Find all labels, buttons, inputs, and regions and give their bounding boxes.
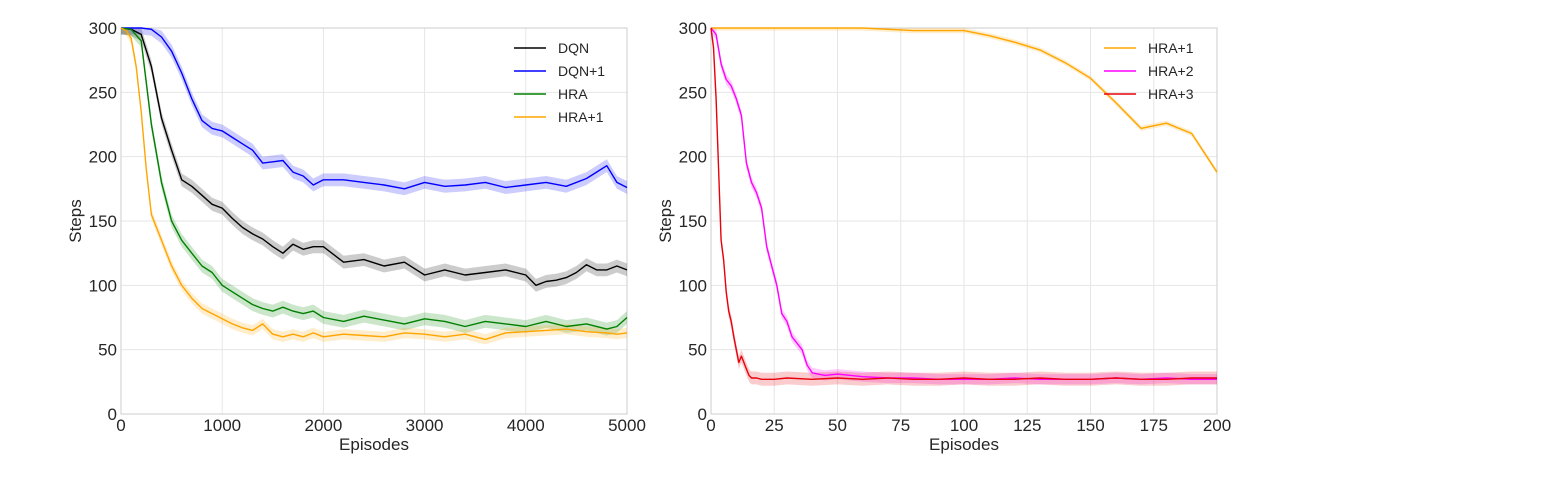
x-tick-label: 1000 [203, 416, 241, 435]
series-line-hra-plus-3 [710, 27, 1217, 380]
legend-label: HRA+1 [1148, 40, 1194, 56]
legend-item: HRA+1 [514, 109, 604, 125]
series-group [120, 27, 628, 345]
legend-label: DQN+1 [558, 63, 605, 79]
y-tick-label: 150 [679, 212, 707, 231]
y-tick-label: 100 [679, 276, 707, 295]
x-tick-label: 150 [1076, 416, 1104, 435]
y-tick-label: 150 [89, 212, 117, 231]
legend-item: HRA+2 [1104, 63, 1194, 79]
gridlines [710, 27, 1218, 415]
y-tick-label: 50 [688, 341, 707, 360]
series-line-dqn [120, 27, 628, 286]
series-line-hra [120, 27, 628, 330]
legend-item: DQN [514, 40, 589, 56]
y-tick-label: 300 [679, 19, 707, 38]
series-band-hra-plus-1 [711, 28, 1217, 175]
legend: DQN DQN+1 HRA HRA+1 [514, 40, 605, 125]
y-tick-label: 200 [89, 148, 117, 167]
x-tick-label: 50 [828, 416, 847, 435]
legend-item: HRA+3 [1104, 86, 1194, 102]
legend-label: HRA+1 [558, 109, 604, 125]
chart-steps-vs-episodes-5000: 0 1000 2000 3000 4000 5000 0 50 100 150 200 250 300 E… [66, 19, 646, 454]
series-band-dqn [121, 28, 627, 292]
gridlines [120, 27, 628, 415]
x-tick-label: 2000 [304, 416, 342, 435]
x-tick-label: 5000 [608, 416, 646, 435]
x-tick-label: 200 [1203, 416, 1231, 435]
y-axis-label: Steps [66, 199, 85, 242]
y-axis-label: Steps [656, 199, 675, 242]
series-line-dqn-plus-1 [121, 27, 628, 190]
series-line-hra-plus-1 [711, 27, 1218, 173]
x-tick-label: 4000 [507, 416, 545, 435]
y-tick-label: 200 [679, 148, 707, 167]
legend: HRA+1 HRA+2 HRA+3 [1104, 40, 1194, 102]
x-tick-label: 3000 [406, 416, 444, 435]
tick-labels: 0 1000 2000 3000 4000 5000 0 50 100 150 200 250 300 [89, 19, 646, 435]
y-tick-label: 250 [89, 83, 117, 102]
x-axis-label: Episodes [339, 435, 409, 454]
x-tick-label: 175 [1140, 416, 1168, 435]
x-tick-label: 0 [706, 416, 715, 435]
x-tick-label: 25 [765, 416, 784, 435]
plot-area-frame [120, 27, 628, 415]
x-tick-label: 100 [950, 416, 978, 435]
legend-item: HRA+1 [1104, 40, 1194, 56]
legend-item: HRA [514, 86, 588, 102]
y-tick-label: 100 [89, 276, 117, 295]
legend-item: DQN+1 [514, 63, 605, 79]
y-tick-label: 50 [98, 341, 117, 360]
series-band-dqn-plus-1 [121, 28, 627, 196]
x-tick-label: 75 [891, 416, 910, 435]
y-tick-label: 300 [89, 19, 117, 38]
y-tick-label: 0 [698, 405, 707, 424]
series-group [710, 27, 1218, 386]
series-line-hra-plus-1 [120, 27, 628, 341]
y-tick-label: 250 [679, 83, 707, 102]
plot-area-frame [710, 27, 1218, 415]
y-tick-label: 0 [108, 405, 117, 424]
x-tick-label: 0 [116, 416, 125, 435]
legend-label: HRA [558, 86, 588, 102]
tick-labels: 0 25 50 75 100 125 150 175 200 0 50 100 150 200 250 300 [679, 19, 1232, 435]
legend-label: HRA+3 [1148, 86, 1194, 102]
legend-label: DQN [558, 40, 589, 56]
chart-steps-vs-episodes-200: 0 25 50 75 100 125 150 175 200 0 50 100 150 200 250 300… [656, 19, 1231, 454]
x-axis-label: Episodes [929, 435, 999, 454]
x-tick-label: 125 [1013, 416, 1041, 435]
legend-label: HRA+2 [1148, 63, 1194, 79]
